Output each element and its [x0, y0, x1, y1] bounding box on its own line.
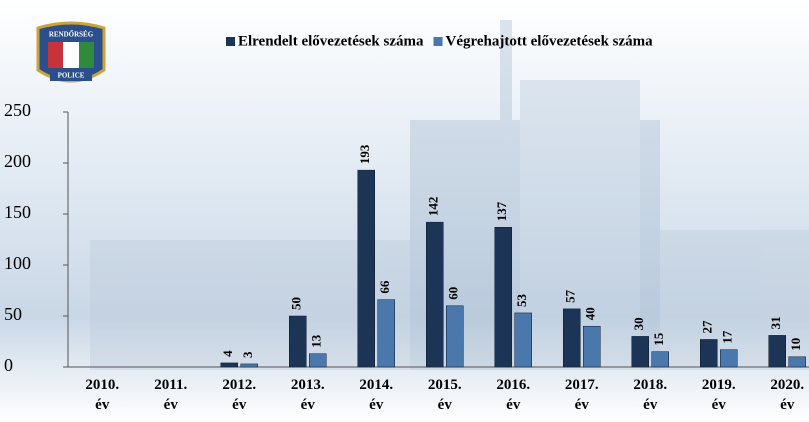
value-label: 3 — [240, 351, 255, 358]
value-label: 60 — [446, 287, 461, 300]
bar — [240, 363, 258, 368]
value-label: 50 — [289, 297, 304, 310]
y-tick-label: 250 — [4, 100, 31, 120]
bar — [700, 339, 718, 368]
legend-swatch — [433, 37, 443, 46]
value-label: 17 — [720, 330, 735, 344]
value-label: 40 — [583, 307, 598, 320]
legend-label: Végrehajtott elővezetések száma — [446, 33, 654, 49]
x-tick-label: 2020. év — [770, 377, 804, 413]
x-tick-label: 2018. év — [633, 377, 667, 413]
y-tick-label: 0 — [4, 355, 13, 375]
bar — [583, 325, 601, 368]
x-tick-label: 2011. év — [154, 377, 187, 413]
value-label: 137 — [494, 201, 509, 221]
legend-swatch — [226, 37, 235, 46]
bar — [357, 169, 375, 368]
value-label: 66 — [377, 280, 392, 294]
x-tick-label: 2017. év — [565, 377, 599, 413]
x-tick-label: 2012. év — [222, 377, 256, 413]
x-tick-label: 2010. év — [85, 377, 119, 413]
y-tick-label: 150 — [4, 202, 31, 222]
bar — [720, 349, 738, 368]
value-label: 4 — [220, 350, 235, 357]
y-tick-label: 50 — [4, 304, 22, 324]
bar — [788, 356, 806, 368]
legend-label: Elrendelt elővezetések száma — [238, 33, 424, 49]
bar — [426, 221, 444, 368]
bar — [768, 335, 786, 368]
bar — [651, 351, 669, 368]
bar — [446, 305, 464, 368]
value-label: 31 — [768, 316, 783, 329]
x-tick-label: 2016. év — [496, 377, 530, 413]
bar — [289, 315, 307, 368]
value-label: 193 — [357, 144, 372, 164]
bar — [494, 227, 512, 368]
value-label: 15 — [651, 332, 666, 346]
x-tick-label: 2015. év — [428, 377, 462, 413]
x-tick-label: 2013. év — [291, 377, 325, 413]
value-label: 142 — [426, 197, 441, 217]
logo-bottom-text: POLICE — [58, 72, 85, 80]
value-label: 57 — [563, 289, 578, 303]
x-tick-label: 2014. év — [359, 377, 393, 413]
bar — [309, 353, 327, 368]
y-tick-label: 200 — [4, 151, 31, 171]
bar — [220, 362, 238, 368]
bar — [514, 312, 532, 368]
value-label: 53 — [514, 293, 529, 307]
value-label: 13 — [309, 334, 324, 348]
x-tick-label: 2019. év — [702, 377, 736, 413]
logo-top-text: RENDŐRSÉG — [49, 31, 94, 39]
value-label: 10 — [788, 338, 803, 351]
logo: RENDŐRSÉG POLICE — [36, 21, 106, 83]
value-label: 30 — [631, 317, 646, 330]
bar — [563, 308, 581, 368]
y-tick-label: 100 — [4, 253, 31, 273]
bar — [631, 336, 649, 368]
bar — [377, 299, 395, 368]
value-label: 27 — [700, 320, 715, 334]
